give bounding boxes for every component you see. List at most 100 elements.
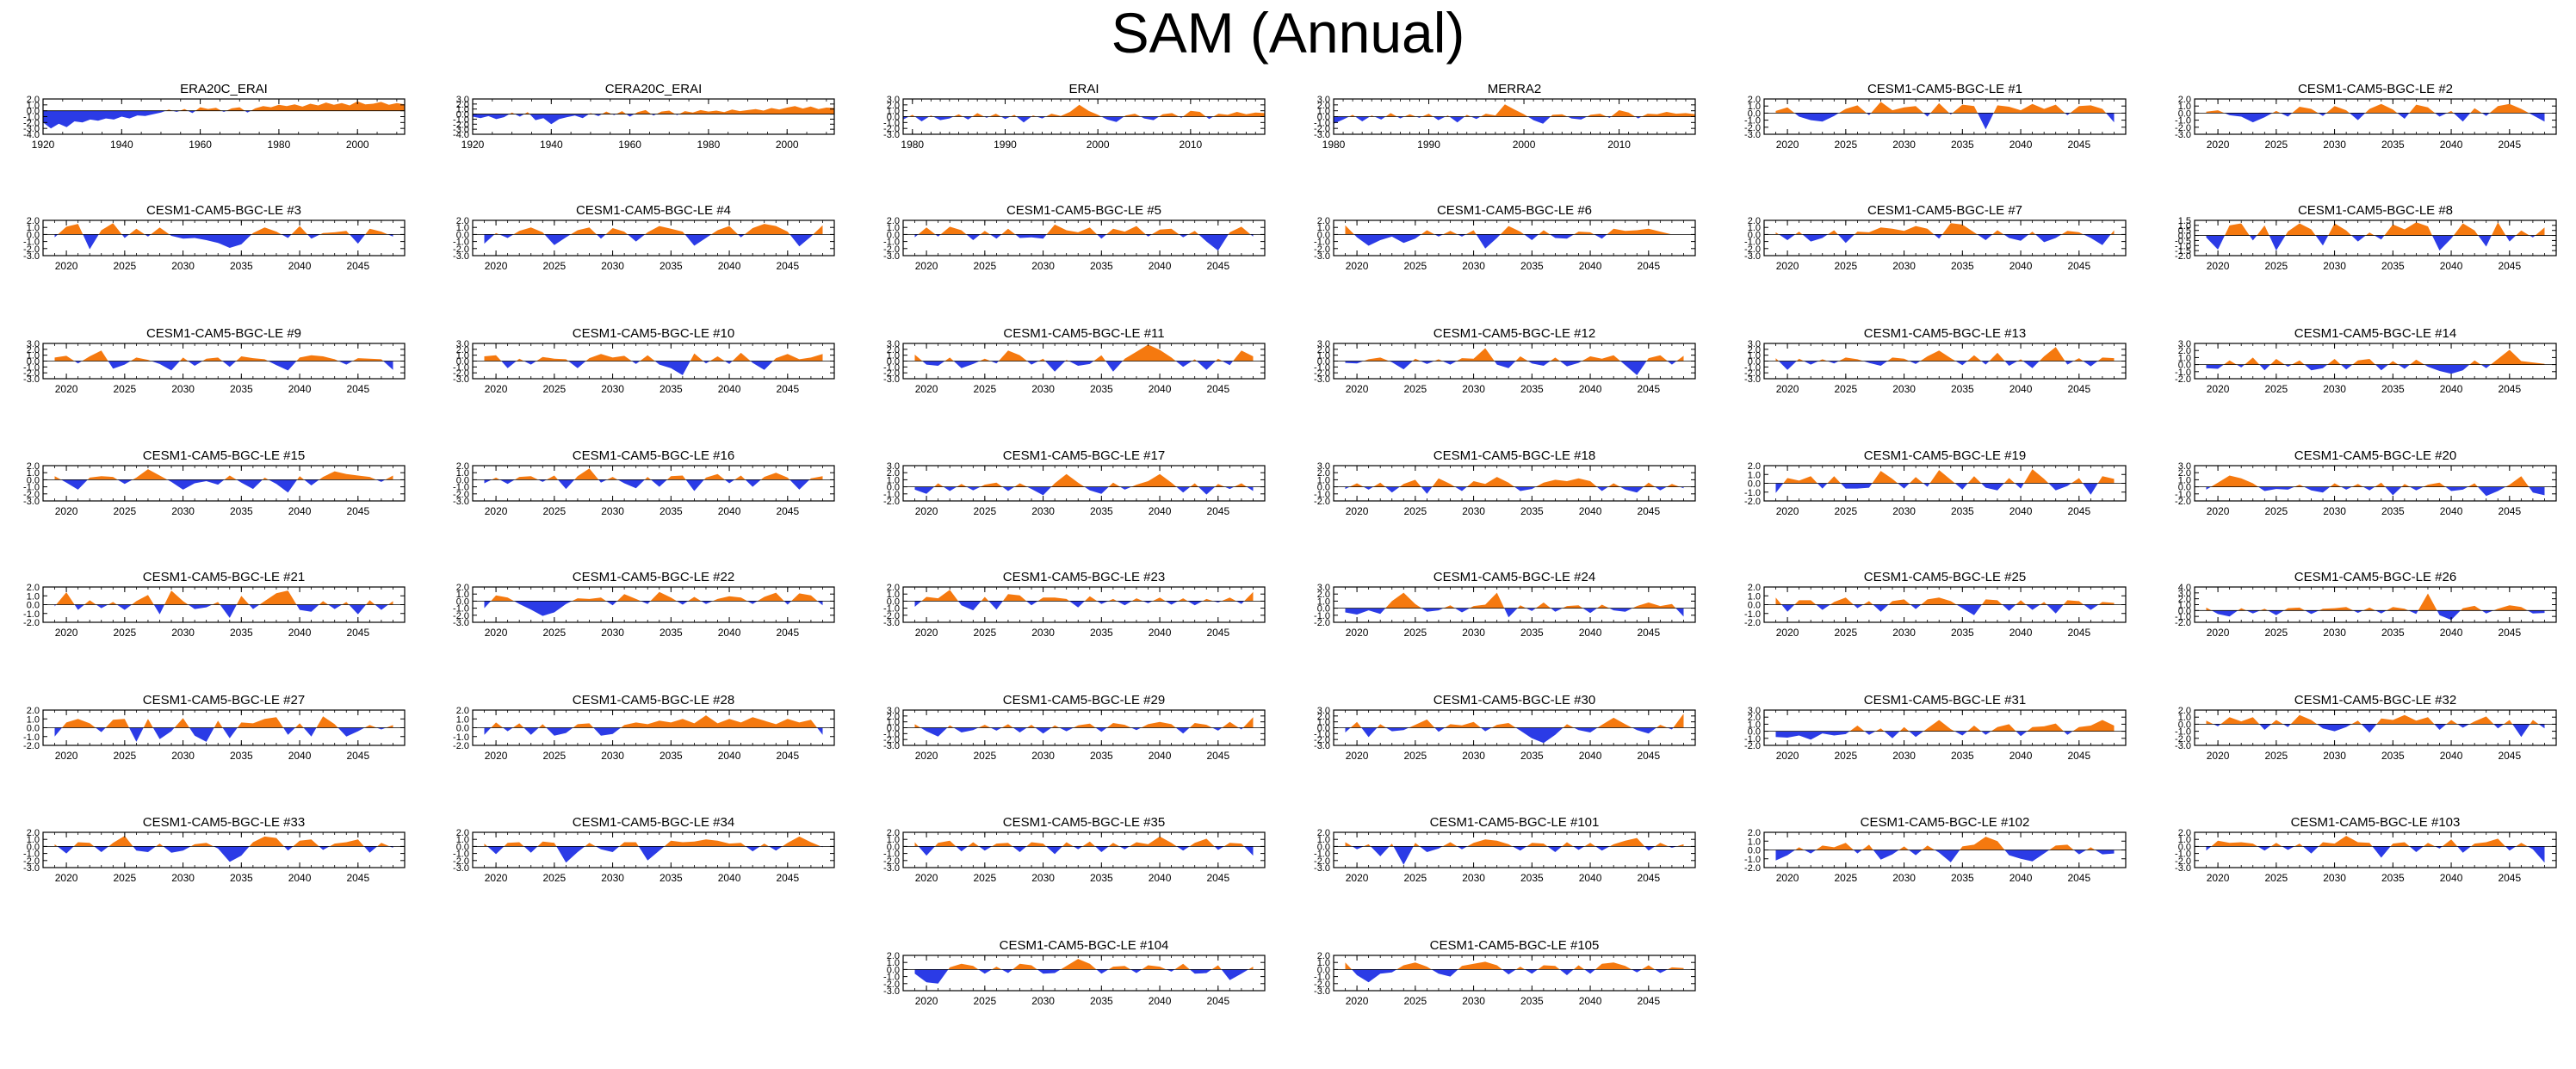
negative-area [117, 479, 133, 485]
negative-area [1101, 116, 1124, 122]
positive-area [504, 842, 524, 847]
negative-area [2457, 724, 2470, 728]
x-tick-label: 2020 [1346, 872, 1369, 884]
x-tick-label: 2025 [542, 383, 566, 395]
x-tick-label: 1920 [461, 139, 485, 151]
negative-area [1130, 727, 1142, 731]
y-tick-label: -2.0 [883, 124, 900, 134]
y-tick-label: 2.0 [887, 101, 900, 111]
y-tick-label: 2.0 [887, 468, 900, 479]
positive-area [1673, 714, 1684, 728]
x-tick-label: 2025 [973, 260, 996, 272]
positive-area [759, 843, 770, 847]
positive-area [1929, 470, 1955, 484]
negative-area [284, 846, 294, 851]
sam-panel: CESM1-CAM5-BGC-LE #10 3.02.01.00.0-1.0-2.… [453, 326, 835, 395]
y-tick-label: 0.0 [1748, 727, 1761, 738]
positive-area [54, 476, 62, 480]
positive-area [377, 843, 390, 847]
negative-area [2397, 113, 2410, 119]
negative-area [956, 846, 968, 852]
negative-area [1526, 608, 1536, 611]
positive-area [1026, 725, 1036, 728]
positive-area [709, 356, 725, 361]
positive-area [574, 468, 599, 480]
y-tick-label: -2.0 [883, 611, 900, 621]
negative-area [1421, 608, 1444, 612]
x-tick-label: 2035 [659, 872, 683, 884]
positive-area [364, 725, 377, 728]
y-tick-label: -2.0 [1744, 741, 1761, 751]
y-tick-label: 0.0 [887, 596, 900, 607]
x-tick-label: 2020 [1776, 383, 1799, 395]
positive-area [1363, 843, 1371, 847]
y-tick-label: 1.0 [456, 105, 469, 115]
x-tick-label: 2030 [1892, 505, 1916, 517]
x-tick-label: 2000 [1513, 139, 1536, 151]
negative-area [1550, 234, 1575, 239]
negative-area [1016, 116, 1031, 123]
x-tick-label: 2035 [2381, 383, 2405, 395]
positive-area [2285, 223, 2316, 236]
x-tick-label: 2035 [1951, 139, 1974, 151]
y-tick-label: -2.0 [453, 490, 469, 500]
x-tick-label: 2030 [2323, 750, 2346, 762]
negative-area [282, 234, 292, 238]
y-tick-label: -1.0 [23, 609, 40, 620]
positive-area [1129, 836, 1177, 847]
negative-area [654, 361, 690, 375]
negative-area [2269, 235, 2286, 251]
y-tick-label: 0.0 [887, 357, 900, 368]
y-tick-label: 1.0 [1317, 718, 1330, 728]
y-tick-label: 1.0 [1748, 591, 1761, 602]
x-tick-label: 2020 [2207, 260, 2230, 272]
y-tick-label: -0.5 [2175, 236, 2191, 246]
x-tick-label: 2030 [601, 260, 624, 272]
negative-area [2530, 235, 2536, 238]
negative-area [2362, 486, 2375, 491]
panel-title: CESM1-CAM5-BGC-LE #6 [1437, 203, 1592, 218]
negative-area [363, 846, 378, 853]
x-tick-label: 1990 [1417, 139, 1440, 151]
positive-area [703, 473, 725, 480]
negative-area [1142, 601, 1153, 603]
positive-area [385, 475, 393, 480]
y-tick-label: 3.0 [887, 706, 900, 716]
negative-area [1804, 850, 1817, 854]
positive-area [492, 477, 500, 480]
positive-area [585, 354, 632, 361]
negative-area [1632, 727, 1656, 734]
positive-area [1562, 605, 1583, 609]
x-tick-label: 2045 [2498, 750, 2521, 762]
positive-area [1875, 728, 1885, 732]
negative-area [1176, 846, 1190, 851]
negative-area [1198, 234, 1229, 251]
positive-area [1863, 601, 1873, 605]
panel-title: CESM1-CAM5-BGC-LE #11 [1003, 326, 1164, 341]
negative-area [167, 479, 225, 490]
positive-area [1515, 356, 1528, 361]
positive-area [940, 226, 967, 235]
negative-area [188, 604, 213, 609]
negative-area [1213, 601, 1222, 602]
x-tick-label: 2030 [1031, 383, 1055, 395]
panel-title: CESM1-CAM5-BGC-LE #19 [1864, 448, 2026, 463]
positive-area [2291, 360, 2305, 365]
negative-area [2284, 364, 2292, 368]
negative-area [1363, 486, 1374, 490]
positive-area [1646, 355, 1668, 361]
x-tick-label: 2040 [288, 750, 312, 762]
negative-area [651, 114, 657, 116]
x-tick-label: 1980 [901, 139, 924, 151]
positive-area [2238, 608, 2247, 611]
negative-area [1527, 361, 1551, 366]
y-tick-label: -3.0 [883, 374, 900, 385]
negative-area [2437, 610, 2461, 621]
positive-area [491, 595, 515, 602]
positive-area [1775, 358, 1779, 361]
y-tick-label: -3.0 [453, 497, 469, 507]
negative-area [1884, 731, 1900, 738]
positive-area [484, 843, 488, 847]
positive-area [316, 716, 338, 728]
negative-area [1389, 361, 1413, 370]
